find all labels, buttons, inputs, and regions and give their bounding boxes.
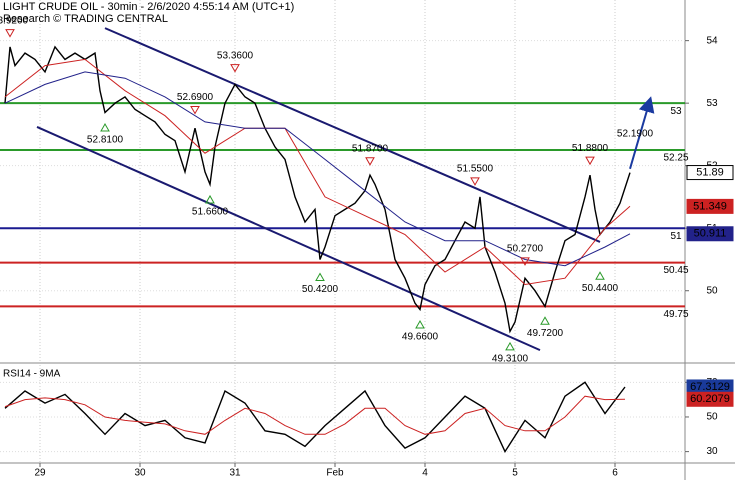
y-tick-label: 54 xyxy=(706,35,718,46)
last-value-box xyxy=(686,198,734,214)
last-value-label: 50.911 xyxy=(694,228,727,240)
series-line xyxy=(4,58,631,286)
note-label: 52.1900 xyxy=(617,128,654,139)
high-label: 51.8800 xyxy=(572,143,609,154)
level-label: 52.25 xyxy=(663,153,688,164)
low-label: 52.8100 xyxy=(87,135,124,146)
x-tick-label: 30 xyxy=(134,468,146,479)
high-marker xyxy=(470,177,480,186)
x-tick-label: Feb xyxy=(326,468,344,479)
last-value-box xyxy=(686,391,734,407)
high-marker xyxy=(520,257,530,266)
last-value-box xyxy=(686,226,734,242)
channel-line xyxy=(104,27,601,243)
low-label: 50.4200 xyxy=(302,284,339,295)
series-line xyxy=(4,395,626,435)
high-label: 51.5500 xyxy=(457,163,494,174)
y-tick-label: 53 xyxy=(706,98,718,109)
last-value-label: 67.3129 xyxy=(690,381,730,393)
series-line xyxy=(4,45,631,334)
low-marker xyxy=(595,271,605,280)
low-marker xyxy=(540,316,550,325)
level-label: 50.45 xyxy=(663,265,688,276)
high-label: 51.8700 xyxy=(352,143,389,154)
high-label: 53.3600 xyxy=(217,50,254,61)
high-marker xyxy=(190,106,200,115)
high-label: 52.6900 xyxy=(177,92,214,103)
x-tick-label: 5 xyxy=(512,468,518,479)
credit: Research © TRADING CENTRAL xyxy=(3,13,168,25)
y-tick-label: 30 xyxy=(706,446,718,457)
panel-title: RSI14 - 9MA xyxy=(3,369,61,380)
low-label: 49.7200 xyxy=(527,328,564,339)
level-label: 53 xyxy=(670,106,682,117)
low-marker xyxy=(205,194,215,204)
low-label: 49.6600 xyxy=(402,332,439,343)
x-tick-label: 6 xyxy=(612,468,618,479)
high-marker xyxy=(5,29,15,38)
last-value-label: 51.89 xyxy=(696,166,724,178)
chart-title: LIGHT CRUDE OIL - 30min - 2/6/2020 4:55:… xyxy=(3,1,294,13)
forecast-arrow xyxy=(629,96,655,170)
low-label: 50.4400 xyxy=(582,283,619,294)
low-label: 49.3100 xyxy=(492,354,529,365)
last-value-label: 51.349 xyxy=(693,200,727,212)
high-marker xyxy=(230,64,240,73)
series-line xyxy=(4,381,626,454)
level-label: 49.75 xyxy=(663,309,688,320)
channel-line xyxy=(36,126,541,352)
last-value-box xyxy=(686,165,734,181)
x-tick-label: 29 xyxy=(34,468,46,479)
low-marker xyxy=(505,341,515,351)
x-tick-label: 4 xyxy=(422,468,428,479)
y-tick-label: 50 xyxy=(706,412,718,423)
last-value-label: 60.2079 xyxy=(690,393,730,405)
low-marker xyxy=(415,319,425,329)
series-line xyxy=(4,71,631,267)
high-marker xyxy=(365,157,375,166)
low-marker xyxy=(100,123,110,132)
high-label: 50.2700 xyxy=(507,243,544,254)
level-label: 51 xyxy=(670,231,682,242)
low-marker xyxy=(315,272,325,281)
low-label: 51.6600 xyxy=(192,207,229,218)
y-tick-label: 50 xyxy=(706,285,718,296)
high-label: 53.9200 xyxy=(0,15,29,26)
high-marker xyxy=(585,156,595,166)
x-tick-label: 31 xyxy=(229,468,241,479)
